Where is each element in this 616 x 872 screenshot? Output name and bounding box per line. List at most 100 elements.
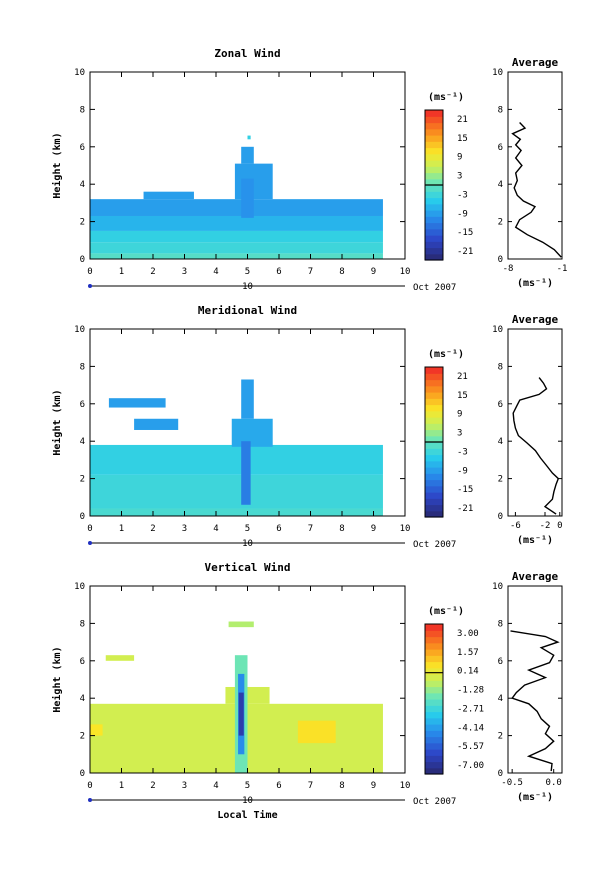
- colorbar-swatch: [425, 172, 443, 180]
- colorbar-swatch: [425, 755, 443, 763]
- profile-x-tick-label: 0.0: [546, 778, 562, 788]
- profile-line: [512, 377, 560, 515]
- colorbar-tick-label: 1.57: [457, 648, 479, 658]
- colorbar-swatch: [425, 178, 443, 186]
- colorbar-swatch: [425, 667, 443, 675]
- profile-y-tick-label: 0: [498, 769, 503, 779]
- colorbar-swatch: [425, 761, 443, 769]
- colorbar-swatch: [425, 210, 443, 217]
- profile-y-tick-label: 6: [498, 143, 503, 153]
- y-tick-label: 2: [80, 475, 85, 485]
- colorbar-swatch: [425, 141, 443, 149]
- colorbar-swatch: [425, 385, 443, 393]
- colorbar-swatch: [425, 191, 443, 199]
- colorbar-tick-label: 3: [457, 429, 462, 439]
- colorbar-swatch: [425, 630, 443, 638]
- heatmap-cell: [134, 418, 179, 430]
- heatmap-cell: [238, 692, 244, 736]
- panel-title: Vertical Wind: [204, 561, 290, 574]
- x-tick-label: 7: [308, 524, 313, 534]
- profile-y-tick-label: 8: [498, 362, 503, 372]
- y-tick-label: 4: [80, 180, 85, 190]
- heatmap-cell: [90, 444, 383, 475]
- colorbar-swatch: [425, 460, 443, 468]
- colorbar-swatch: [425, 742, 443, 750]
- x-tick-label: 9: [371, 267, 376, 277]
- y-tick-label: 10: [74, 582, 85, 592]
- x-tick-label: 4: [213, 267, 218, 277]
- profile-x-tick-label: -0.5: [501, 778, 523, 788]
- colorbar-tick-label: 3.00: [457, 629, 479, 639]
- x-tick-label: 4: [213, 781, 218, 791]
- colorbar-swatch: [425, 504, 443, 512]
- colorbar-frame: [424, 623, 444, 775]
- colorbar-swatch: [425, 767, 443, 775]
- y-axis-label: Height (km): [51, 389, 63, 455]
- profile-y-tick-label: 4: [498, 437, 503, 447]
- colorbar-swatch: [425, 410, 443, 418]
- y-tick-label: 4: [80, 437, 85, 447]
- x-tick-label: 1: [119, 781, 124, 791]
- x-tick-label: 10: [400, 524, 411, 534]
- profile-y-tick-label: 4: [498, 180, 503, 190]
- colorbar-swatch: [425, 373, 443, 381]
- heatmap-cell: [297, 720, 336, 744]
- profile-line: [511, 122, 562, 258]
- colorbar-tick-label: -15: [457, 485, 473, 495]
- colorbar-swatch: [425, 392, 443, 399]
- colorbar-swatch: [425, 661, 443, 669]
- colorbar-swatch: [425, 128, 443, 136]
- colorbar-swatch: [425, 379, 443, 387]
- y-axis-label: Height (km): [51, 646, 63, 712]
- colorbar-swatch: [425, 479, 443, 487]
- colorbar-tick-label: -9: [457, 466, 468, 476]
- y-tick-label: 8: [80, 105, 85, 115]
- colorbar-tick-label: 3: [457, 172, 462, 182]
- colorbar-swatch: [425, 711, 443, 719]
- colorbar-swatch: [425, 110, 443, 117]
- y-axis-label: Height (km): [51, 132, 63, 198]
- colorbar-swatch: [425, 197, 443, 205]
- colorbar-swatch: [425, 235, 443, 242]
- colorbar-unit: (ms⁻¹): [428, 349, 464, 360]
- y-tick-label: 0: [80, 769, 85, 779]
- y-tick-label: 10: [74, 325, 85, 335]
- panel-0: Zonal Wind 0 1 2 3 4 5 6 7 8 9 10 0 2 4 6 8 10 Height (km)…: [51, 47, 567, 293]
- colorbar-swatch: [425, 222, 443, 230]
- colorbar-swatch: [425, 674, 443, 681]
- colorbar-swatch: [425, 724, 443, 731]
- colorbar-tick-label: -3: [457, 447, 468, 457]
- profile-x-tick-label: -8: [503, 264, 514, 274]
- profile-frame: [507, 585, 563, 774]
- x-tick-label: 0: [87, 781, 92, 791]
- x-tick-label: 6: [276, 524, 281, 534]
- colorbar-swatch: [425, 510, 443, 518]
- colorbar-swatch: [425, 116, 443, 124]
- profile-frame: [507, 71, 563, 260]
- heatmap-cell: [90, 215, 383, 231]
- colorbar-swatch: [425, 624, 443, 631]
- date-axis-marker: [88, 541, 92, 545]
- x-tick-label: 5: [245, 524, 250, 534]
- colorbar-swatch: [425, 241, 443, 249]
- heatmap-cell: [247, 135, 251, 140]
- colorbar-swatch: [425, 429, 443, 437]
- y-tick-label: 0: [80, 512, 85, 522]
- y-tick-label: 8: [80, 619, 85, 629]
- profile-title: Average: [512, 570, 559, 583]
- colorbar-swatch: [425, 153, 443, 161]
- profile-y-tick-label: 10: [492, 325, 503, 335]
- colorbar-swatch: [425, 147, 443, 155]
- date-month-label: Oct 2007: [413, 797, 456, 807]
- colorbar-swatch: [425, 498, 443, 506]
- colorbar-tick-label: 9: [457, 410, 462, 420]
- colorbar-tick-label: -9: [457, 209, 468, 219]
- heatmap-cell: [90, 474, 383, 509]
- x-tick-label: 10: [400, 781, 411, 791]
- x-tick-label: 5: [245, 781, 250, 791]
- profile-y-tick-label: 6: [498, 400, 503, 410]
- profile-y-tick-label: 10: [492, 68, 503, 78]
- x-tick-label: 3: [182, 524, 187, 534]
- date-axis-marker: [88, 798, 92, 802]
- heatmap-cell: [90, 199, 383, 216]
